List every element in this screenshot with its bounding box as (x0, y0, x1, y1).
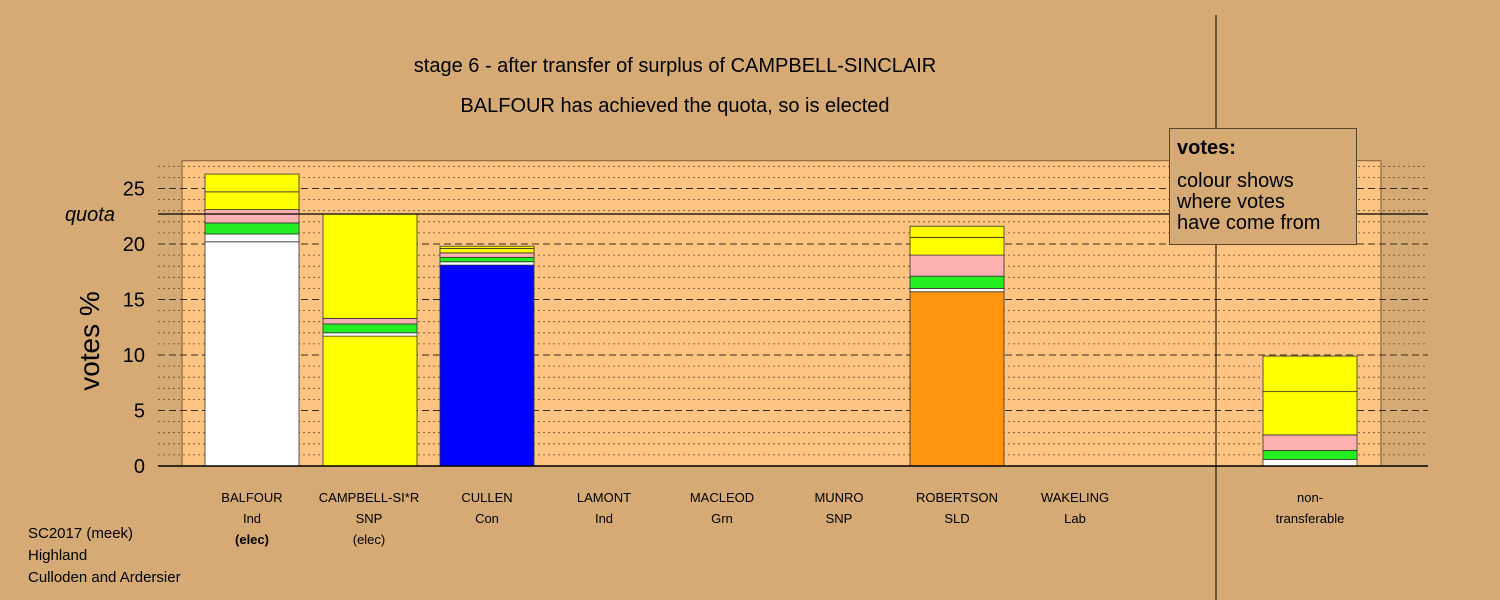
candidate-party: SLD (944, 511, 970, 526)
candidate-label-lamont: LAMONT Ind (534, 487, 674, 529)
bar-campbell-si-r-segment (322, 332, 418, 337)
bar-cullen-segment (439, 264, 535, 467)
candidate-status: (elec) (235, 532, 269, 547)
bar-robertson-segment (909, 225, 1005, 238)
bar-balfour-segment (204, 233, 300, 243)
candidate-name: BALFOUR (221, 490, 283, 505)
bar-cullen-segment (439, 256, 535, 263)
bar-balfour-segment (204, 222, 300, 235)
bar-cullen-segment (439, 245, 535, 249)
y-tick-label: 25 (123, 179, 145, 201)
bar-balfour-segment (204, 191, 300, 210)
non-transferable-line-2: transferable (1275, 511, 1345, 526)
candidate-name: MACLEOD (689, 490, 755, 505)
footer-council: Highland (28, 547, 88, 564)
bar-cullen-segment (439, 252, 535, 258)
candidate-name: CAMPBELL-SI*R (318, 490, 420, 505)
bar-robertson-segment (909, 291, 1005, 467)
y-tick-label: 15 (123, 290, 145, 312)
candidate-name: WAKELING (1040, 490, 1110, 505)
candidate-name: CULLEN (461, 490, 513, 505)
y-tick-label: 5 (134, 401, 145, 423)
bar-balfour-segment (204, 241, 300, 467)
candidate-party: Ind (594, 511, 614, 526)
bar-non-transferable-segment (1262, 391, 1358, 436)
legend-title: votes: (1177, 137, 1236, 159)
bar-non-transferable-segment (1262, 458, 1358, 467)
chart-title: stage 6 - after transfer of surplus of C… (413, 55, 937, 77)
candidate-status: (elec) (352, 532, 386, 547)
bar-campbell-si-r-segment (322, 317, 418, 325)
bar-robertson-segment (909, 287, 1005, 293)
legend-line-1: colour shows (1177, 170, 1294, 192)
bar-balfour-segment (204, 173, 300, 193)
candidate-party: Con (475, 511, 499, 526)
bar-cullen-segment (439, 261, 535, 266)
legend-line-2: where votes (1177, 191, 1285, 213)
bar-balfour-segment (204, 209, 300, 224)
bar-campbell-si-r-segment (322, 213, 418, 319)
candidate-party: SNP (355, 511, 383, 526)
footer-method: SC2017 (meek) (28, 525, 134, 542)
bar-non-transferable-segment (1262, 450, 1358, 460)
candidate-party: Ind (242, 511, 262, 526)
candidate-party: SNP (825, 511, 853, 526)
bar-campbell-si-r-segment (322, 335, 418, 467)
bar-robertson-segment (909, 236, 1005, 256)
y-tick-label: 10 (123, 345, 145, 367)
candidate-label-wakeling: WAKELING Lab (1005, 487, 1145, 529)
candidate-name: MUNRO (814, 490, 864, 505)
y-axis-label: votes % (74, 291, 105, 391)
legend-line-3: have come from (1177, 212, 1321, 234)
chart-subtitle: BALFOUR has achieved the quota, so is el… (460, 95, 890, 117)
y-tick-label: 0 (134, 456, 145, 478)
non-transferable-line-1: non- (1296, 490, 1324, 505)
bar-campbell-si-r-segment (322, 323, 418, 334)
legend-box: votes: colour shows where votes have com… (1169, 128, 1357, 245)
candidate-party: Lab (1064, 511, 1086, 526)
bar-non-transferable-segment (1262, 355, 1358, 393)
non-transferable-label: non- transferable (1240, 487, 1380, 529)
footer-ward: Culloden and Ardersier (28, 569, 181, 586)
candidate-label-cullen: CULLEN Con (417, 487, 557, 529)
bar-cullen-segment (439, 248, 535, 254)
candidate-label-robertson: ROBERTSON SLD (887, 487, 1027, 529)
y-tick-label: 20 (123, 234, 145, 256)
candidate-label-munro: MUNRO SNP (769, 487, 909, 529)
bar-robertson-segment (909, 275, 1005, 289)
candidate-name: LAMONT (576, 490, 632, 505)
bar-robertson-segment (909, 254, 1005, 277)
candidate-label-campbell-sinclair: CAMPBELL-SI*R SNP (elec) (299, 487, 439, 550)
bar-non-transferable-segment (1262, 434, 1358, 451)
quota-label: quota (65, 204, 115, 226)
candidate-label-macleod: MACLEOD Grn (652, 487, 792, 529)
candidate-label-balfour: BALFOUR Ind (elec) (182, 487, 322, 550)
candidate-party: Grn (711, 511, 733, 526)
candidate-name: ROBERTSON (915, 490, 999, 505)
